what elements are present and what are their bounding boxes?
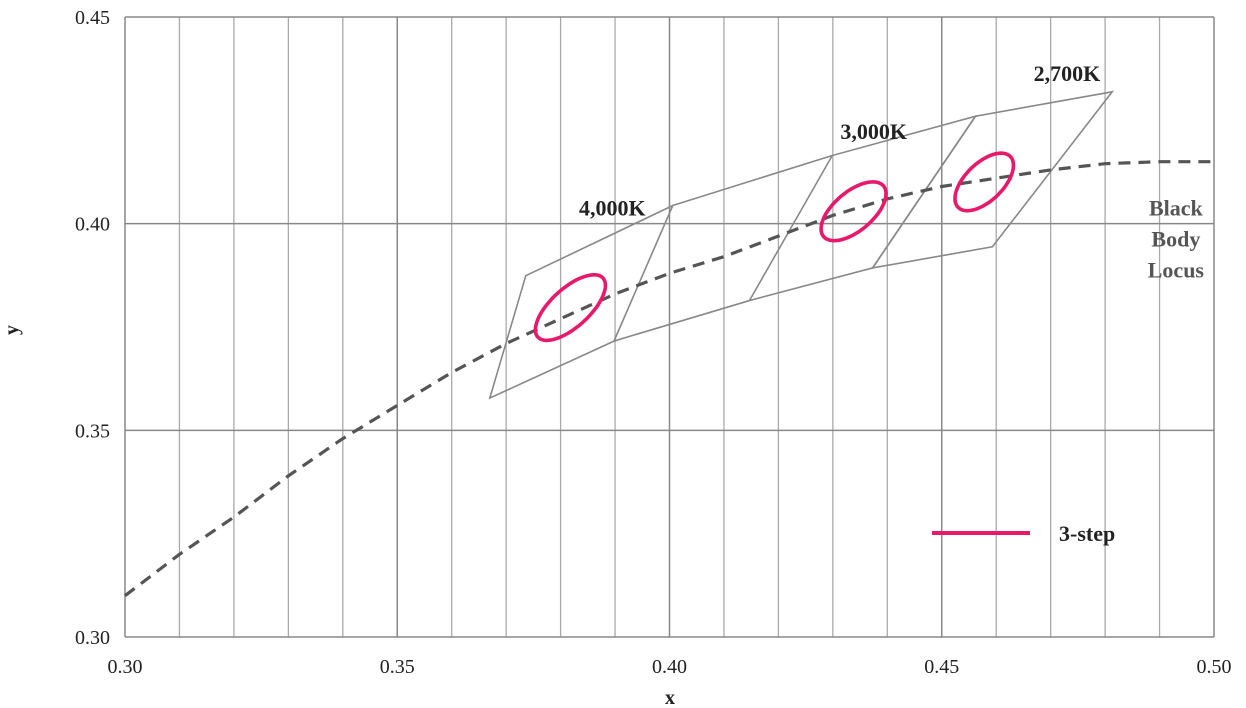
x-tick-label: 0.45 — [924, 656, 959, 678]
grid-layer — [124, 16, 1215, 638]
quadrangle-4000K — [488, 203, 675, 400]
y-tick-label: 0.40 — [75, 214, 110, 236]
x-tick-label: 0.40 — [652, 656, 687, 678]
x-axis-title: x — [665, 687, 675, 708]
annotation-4000k: 4,000K — [579, 195, 646, 220]
tick-labels: 0.30 0.35 0.40 0.45 0.50 0.30 0.35 0.40 0.45 — [75, 7, 1232, 678]
annotations: 4,000K 3,000K 2,700K Black Body Locus — [579, 61, 1204, 282]
legend: 3-step — [932, 521, 1115, 546]
annotation-black: Black — [1149, 195, 1204, 220]
y-tick-label: 0.45 — [75, 7, 110, 29]
x-tick-label: 0.35 — [380, 656, 415, 678]
x-tick-label: 0.30 — [108, 656, 143, 678]
y-tick-label: 0.30 — [75, 627, 110, 649]
ellipse-layer — [533, 151, 1016, 343]
legend-label-3-step: 3-step — [1059, 521, 1115, 546]
x-tick-label: 0.50 — [1197, 656, 1232, 678]
three-step-ellipse-2 — [819, 180, 888, 243]
annotation-locus: Locus — [1148, 257, 1205, 282]
blackbody-locus-line — [124, 160, 1214, 597]
y-tick-label: 0.35 — [75, 420, 110, 442]
y-axis-title: y — [1, 325, 23, 335]
annotation-body: Body — [1151, 226, 1200, 251]
blackbody-locus-layer — [124, 160, 1214, 597]
quadrangle-top-edge — [672, 154, 833, 207]
three-step-ellipse-3 — [953, 151, 1016, 213]
annotation-2700k: 2,700K — [1034, 61, 1101, 86]
macadam-quadrangles — [488, 90, 1115, 400]
quadrangle-2700K — [870, 90, 1115, 270]
three-step-ellipse-1 — [533, 273, 608, 343]
quadrangle-bottom-edge — [613, 299, 750, 342]
annotation-3000k: 3,000K — [840, 119, 907, 144]
